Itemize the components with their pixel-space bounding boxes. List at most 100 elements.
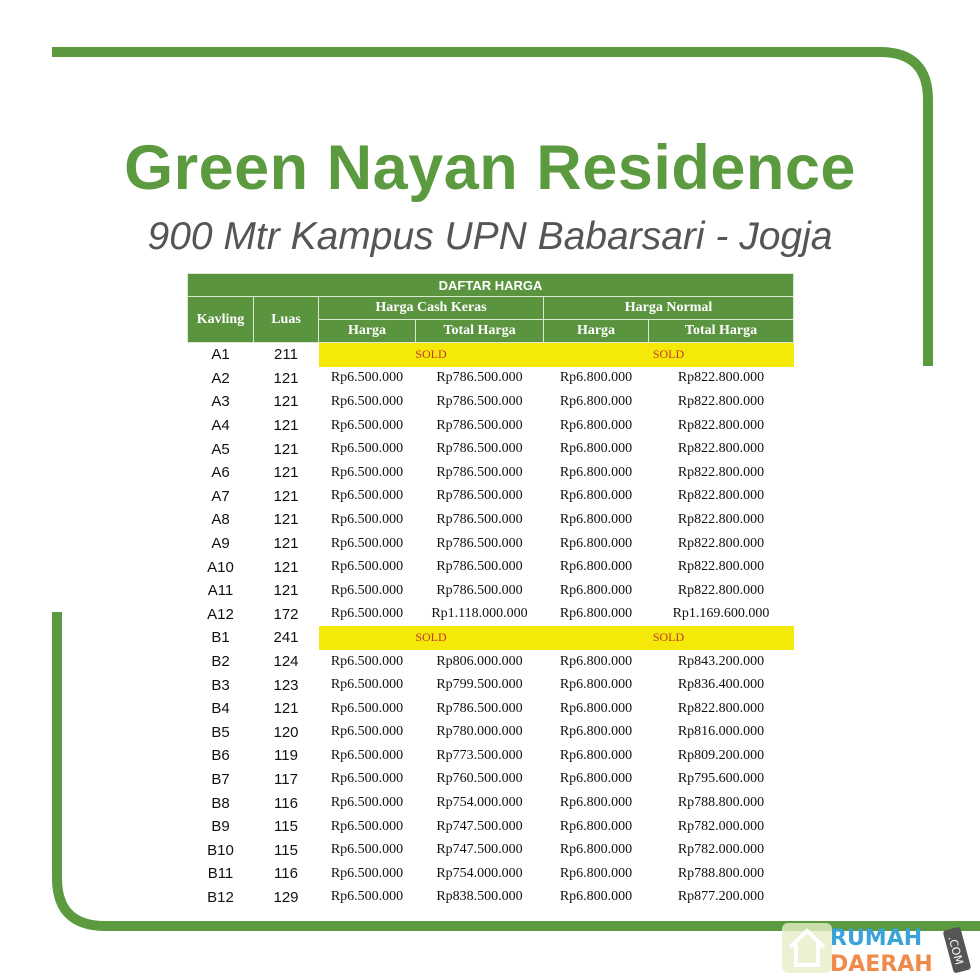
table-row: A10 121 Rp6.500.000 Rp786.500.000 Rp6.800.00…: [188, 555, 794, 579]
normal-total-cell: Rp843.200.000: [677, 653, 765, 669]
cash-harga-cell: Rp6.500.000: [330, 582, 404, 598]
kavling-cell: A12: [207, 605, 234, 623]
cash-total-cell: Rp780.000.000: [436, 724, 523, 740]
cash-harga-cell: Rp6.500.000: [330, 771, 404, 787]
sold-badge-normal: SOLD: [543, 626, 794, 650]
normal-total-cell: Rp782.000.000: [677, 818, 765, 834]
normal-harga-cell: Rp6.800.000: [559, 393, 633, 409]
cash-harga-cell: Rp6.500.000: [330, 511, 404, 527]
normal-total-cell: Rp795.600.000: [677, 771, 765, 787]
normal-harga-cell: Rp6.800.000: [559, 842, 633, 858]
normal-harga-cell: Rp6.800.000: [559, 511, 633, 527]
kavling-cell: A4: [211, 417, 230, 435]
normal-total-cell: Rp788.800.000: [677, 865, 765, 881]
header-kavling: Kavling: [187, 296, 254, 343]
luas-cell: 115: [274, 818, 298, 836]
table-row: B7 117 Rp6.500.000 Rp760.500.000 Rp6.800.000…: [188, 768, 794, 792]
kavling-cell: B1: [211, 629, 230, 647]
luas-cell: 241: [273, 629, 299, 647]
header-cash: Harga Cash Keras: [318, 296, 544, 320]
normal-total-cell: Rp822.800.000: [677, 464, 765, 480]
normal-total-cell: Rp836.400.000: [677, 677, 765, 693]
luas-cell: 124: [273, 653, 299, 671]
luas-cell: 121: [273, 417, 299, 435]
normal-harga-cell: Rp6.800.000: [559, 747, 633, 763]
normal-harga-cell: Rp6.800.000: [559, 441, 633, 457]
kavling-cell: B4: [211, 700, 230, 718]
rumahdaerah-watermark-logo: RUMAH DAERAH .COM: [782, 923, 971, 975]
table-row: B5 120 Rp6.500.000 Rp780.000.000 Rp6.800.000…: [188, 721, 794, 745]
kavling-cell: B5: [211, 723, 230, 741]
cash-total-cell: Rp786.500.000: [436, 488, 523, 504]
cash-harga-cell: Rp6.500.000: [330, 889, 404, 905]
kavling-cell: B3: [211, 676, 230, 694]
header-cash-harga: Harga: [318, 319, 416, 343]
table-row: B9 115 Rp6.500.000 Rp747.500.000 Rp6.800.000…: [188, 815, 794, 839]
normal-total-cell: Rp877.200.000: [677, 889, 765, 905]
kavling-cell: B11: [207, 865, 234, 883]
table-row: B11 116 Rp6.500.000 Rp754.000.000 Rp6.800.00…: [188, 862, 794, 886]
cash-harga-cell: Rp6.500.000: [330, 488, 404, 504]
kavling-cell: A8: [211, 511, 230, 529]
cash-harga-cell: Rp6.500.000: [330, 393, 404, 409]
normal-harga-cell: Rp6.800.000: [559, 677, 633, 693]
luas-cell: 117: [274, 770, 298, 788]
header-cash-total: Total Harga: [415, 319, 544, 343]
luas-cell: 121: [273, 464, 299, 482]
kavling-cell: A11: [207, 582, 234, 600]
luas-cell: 129: [273, 888, 299, 906]
cash-harga-cell: Rp6.500.000: [330, 747, 404, 763]
cash-total-cell: Rp754.000.000: [436, 795, 523, 811]
cash-total-cell: Rp786.500.000: [436, 464, 523, 480]
kavling-cell: B12: [207, 888, 234, 906]
normal-harga-cell: Rp6.800.000: [559, 700, 633, 716]
table-row: A7 121 Rp6.500.000 Rp786.500.000 Rp6.800.000…: [188, 485, 794, 509]
cash-total-cell: Rp786.500.000: [436, 370, 523, 386]
cash-total-cell: Rp806.000.000: [436, 653, 523, 669]
luas-cell: 121: [273, 558, 299, 576]
table-row: B8 116 Rp6.500.000 Rp754.000.000 Rp6.800.000…: [188, 791, 794, 815]
header-luas: Luas: [253, 296, 319, 343]
normal-total-cell: Rp822.800.000: [677, 393, 765, 409]
table-row: B10 115 Rp6.500.000 Rp747.500.000 Rp6.800.00…: [188, 838, 794, 862]
normal-total-cell: Rp822.800.000: [677, 559, 765, 575]
table-row: A6 121 Rp6.500.000 Rp786.500.000 Rp6.800.000…: [188, 461, 794, 485]
normal-harga-cell: Rp6.800.000: [559, 653, 633, 669]
table-row: A11 121 Rp6.500.000 Rp786.500.000 Rp6.800.00…: [188, 579, 794, 603]
luas-cell: 116: [274, 865, 298, 883]
luas-cell: 120: [273, 723, 299, 741]
cash-harga-cell: Rp6.500.000: [330, 464, 404, 480]
sold-badge-cash: SOLD: [318, 342, 544, 367]
normal-harga-cell: Rp6.800.000: [559, 370, 633, 386]
luas-cell: 121: [273, 369, 299, 387]
cash-harga-cell: Rp6.500.000: [330, 795, 404, 811]
kavling-cell: B6: [211, 747, 230, 765]
cash-total-cell: Rp754.000.000: [436, 865, 523, 881]
table-row: B4 121 Rp6.500.000 Rp786.500.000 Rp6.800.000…: [188, 697, 794, 721]
normal-total-cell: Rp822.800.000: [677, 582, 765, 598]
normal-total-cell: Rp782.000.000: [677, 842, 765, 858]
kavling-cell: A9: [211, 535, 230, 553]
cash-harga-cell: Rp6.500.000: [330, 677, 404, 693]
sold-badge-normal: SOLD: [543, 342, 794, 367]
luas-cell: 121: [273, 535, 299, 553]
table-row: A8 121 Rp6.500.000 Rp786.500.000 Rp6.800.000…: [188, 508, 794, 532]
table-row: A4 121 Rp6.500.000 Rp786.500.000 Rp6.800.000…: [188, 414, 794, 438]
kavling-cell: A3: [211, 393, 230, 411]
table-row: A3 121 Rp6.500.000 Rp786.500.000 Rp6.800.000…: [188, 390, 794, 414]
normal-total-cell: Rp822.800.000: [677, 535, 765, 551]
cash-total-cell: Rp838.500.000: [436, 889, 523, 905]
kavling-cell: A6: [211, 464, 230, 482]
table-caption: DAFTAR HARGA: [186, 273, 795, 297]
header-normal-harga: Harga: [543, 319, 649, 343]
normal-total-cell: Rp822.800.000: [677, 511, 765, 527]
luas-cell: 116: [274, 794, 298, 812]
normal-total-cell: Rp788.800.000: [677, 795, 765, 811]
normal-total-cell: Rp822.800.000: [677, 488, 765, 504]
cash-total-cell: Rp786.500.000: [436, 535, 523, 551]
table-row: B1 241 SOLD SOLD: [188, 626, 794, 650]
header-normal-total: Total Harga: [647, 319, 795, 343]
table-row: A2 121 Rp6.500.000 Rp786.500.000 Rp6.800.000…: [188, 367, 794, 391]
normal-harga-cell: Rp6.800.000: [559, 724, 633, 740]
